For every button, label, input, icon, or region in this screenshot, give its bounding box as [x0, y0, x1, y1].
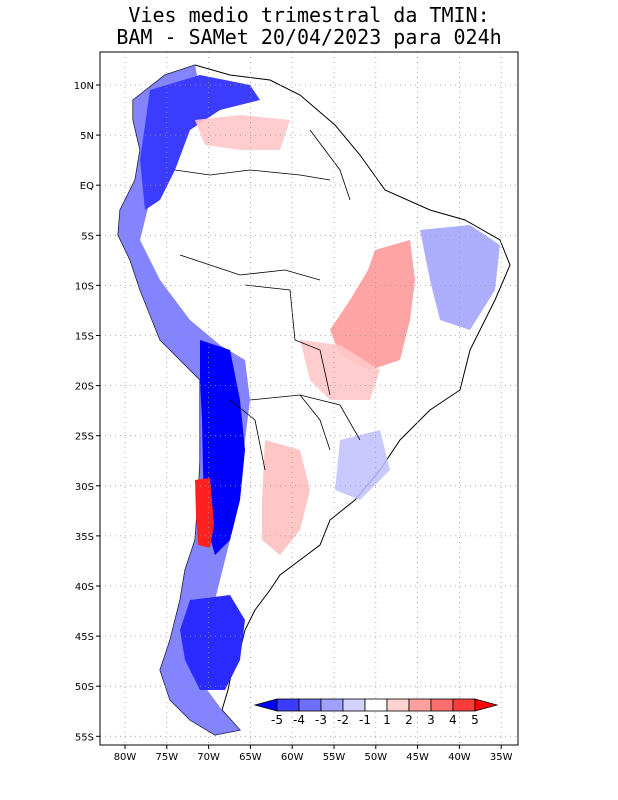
lon-label: 80W: [114, 752, 137, 763]
lat-label: 15S: [75, 332, 94, 343]
lon-label: 70W: [197, 752, 220, 763]
lon-label: 45W: [406, 752, 429, 763]
lat-label: 55S: [75, 732, 94, 743]
lat-label: 5S: [81, 231, 94, 242]
lon-label: 60W: [281, 752, 304, 763]
lat-label: 25S: [75, 432, 94, 443]
argentina-warm-bias: [262, 440, 310, 555]
south-brazil-cold-bias: [335, 430, 390, 500]
colorbar-box: [452, 698, 476, 712]
colorbar-arrow-high: [474, 698, 499, 712]
colombia-cold-bias: [140, 75, 260, 210]
longitude-labels: 80W 75W 70W 65W 60W 55W 50W 45W 40W 35W: [114, 745, 513, 763]
lat-label: 10N: [74, 81, 94, 92]
lon-label: 65W: [239, 752, 262, 763]
colorbar-label: 4: [449, 713, 457, 727]
east-brazil-warm-bias: [330, 240, 415, 370]
colorbar-box: [320, 698, 344, 712]
lon-label: 35W: [490, 752, 513, 763]
latitude-labels: 10N 5N EQ 5S 10S 15S 20S 25S 30S 35S 40S 45S 50S 55S: [74, 81, 100, 743]
colorbar-label: -5: [271, 713, 283, 727]
map-content: [117, 64, 511, 736]
lat-label: 5N: [80, 131, 94, 142]
lon-label: 40W: [448, 752, 471, 763]
lat-label: 20S: [75, 382, 94, 393]
lat-label: 30S: [75, 482, 94, 493]
guyana-warm-bias: [195, 115, 290, 150]
colorbar-box: [298, 698, 322, 712]
map-title-line2: BAM - SAMet 20/04/2023 para 024h: [116, 25, 502, 49]
lat-label: EQ: [80, 181, 94, 192]
andes-cold-bias: [118, 65, 250, 735]
country-borders: [174, 129, 361, 471]
colorbar-label: 5: [471, 713, 479, 727]
colorbar-box: [430, 698, 454, 712]
lon-label: 75W: [155, 752, 178, 763]
colorbar-label: -4: [293, 713, 305, 727]
lat-label: 40S: [75, 582, 94, 593]
map-frame: [99, 51, 519, 746]
colorbar-label: 1: [383, 713, 391, 727]
lat-label: 50S: [75, 682, 94, 693]
colorbar-label: 2: [405, 713, 413, 727]
lat-label: 35S: [75, 532, 94, 543]
lon-label: 55W: [323, 752, 346, 763]
colorbar-box: [386, 698, 410, 712]
patagonia-cold-bias: [180, 595, 245, 690]
colorbar-box: [408, 698, 432, 712]
lat-label: 45S: [75, 632, 94, 643]
colorbar-box: [276, 698, 300, 712]
lat-label: 10S: [75, 281, 94, 292]
lon-label: 50W: [364, 752, 387, 763]
colorbar: -5 -4 -3 -2 -1 1 2 3 4 5: [253, 698, 499, 727]
colorbar-box: [364, 698, 388, 712]
central-brazil-warm-bias: [300, 340, 380, 400]
colorbar-label: -1: [359, 713, 371, 727]
colorbar-label: -2: [337, 713, 349, 727]
central-chile-warm-bias: [195, 478, 214, 548]
map-title-line1: Vies medio trimestral da TMIN:: [128, 3, 490, 27]
graticule: [100, 52, 518, 745]
colorbar-label: -3: [315, 713, 327, 727]
colorbar-label: 3: [427, 713, 435, 727]
colorbar-box: [342, 698, 366, 712]
northeast-brazil-cold-bias: [420, 225, 500, 330]
